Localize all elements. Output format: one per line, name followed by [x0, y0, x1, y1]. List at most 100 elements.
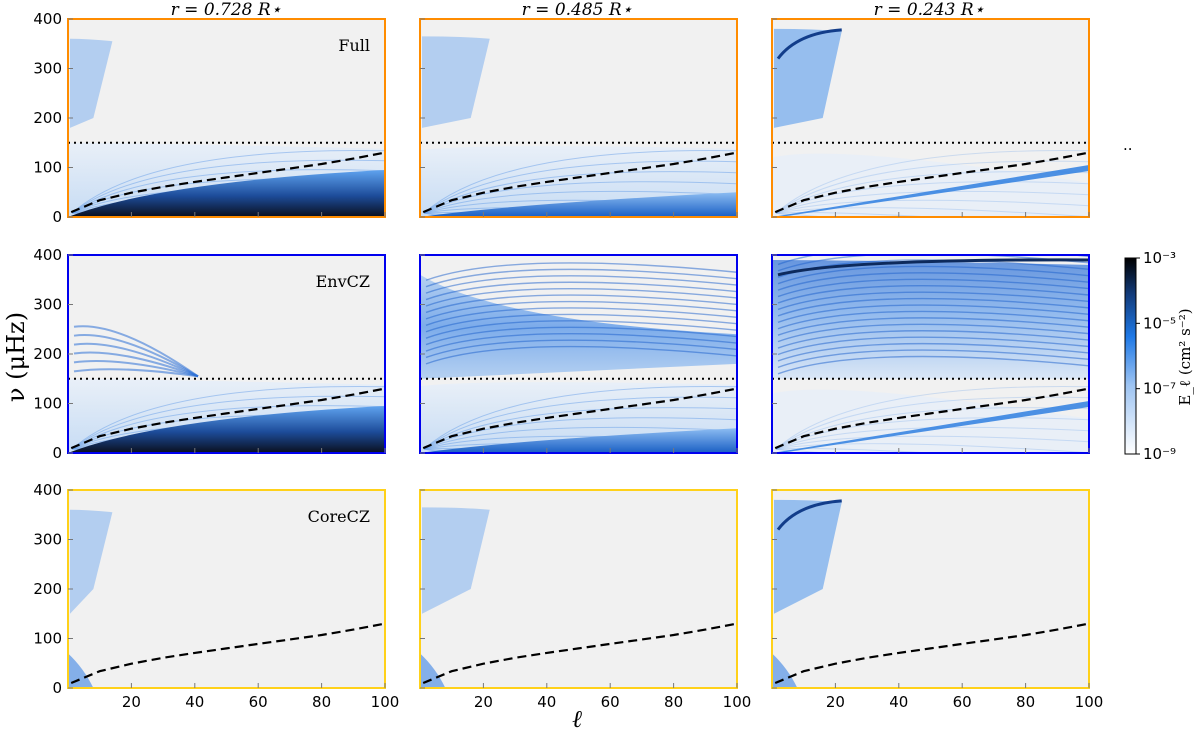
y-tick-label: 300 [33, 60, 62, 78]
mode-ridge [71, 386, 385, 450]
mode-ridge [775, 386, 1089, 450]
dashed-curve [70, 387, 385, 450]
mode-ridge [777, 330, 1089, 349]
y-tick-label: 0 [52, 679, 62, 697]
mode-ridge [777, 255, 1089, 266]
energy-wedge [68, 653, 94, 688]
x-tick-label: 80 [312, 693, 331, 711]
mode-ridge [425, 275, 737, 294]
mode-ridge [425, 300, 737, 320]
mode-ridge [71, 150, 385, 214]
y-axis-label: ν (μHz) [2, 312, 30, 402]
x-tick-label: 100 [723, 693, 752, 711]
x-tick-label: 100 [1075, 693, 1104, 711]
dashed-curve [422, 622, 737, 685]
panel-r2-c1: EnvCZ [67, 254, 386, 454]
x-tick-label: 20 [122, 693, 141, 711]
dashed-curve [422, 387, 737, 450]
panel-heatmap [420, 255, 737, 453]
mode-ridge [423, 150, 737, 214]
y-tick-label: 300 [33, 531, 62, 549]
mode-ridge [775, 181, 1089, 214]
mode-ridge [775, 396, 1089, 450]
mode-ridge [71, 395, 385, 450]
mode-ridge [775, 426, 1089, 450]
mode-ridge [777, 336, 1089, 356]
panel-r1-c2 [419, 18, 738, 218]
high-frequency-band [422, 36, 490, 128]
panel-heatmap [420, 19, 737, 217]
y-tick-labels: 0 100 200 300 400 0 100 200 300 400 0 100 200 300 400 [33, 10, 62, 697]
mode-ridge [425, 268, 737, 288]
mode-ridge [777, 278, 1089, 298]
dashed-curve [774, 387, 1089, 450]
energy-wedge [68, 405, 385, 453]
y-tick-label: 0 [52, 208, 62, 226]
panel-label-corecz: CoreCZ [308, 507, 370, 526]
mode-ridge [775, 212, 939, 217]
high-frequency-band [774, 28, 842, 128]
x-tick-label: 60 [601, 693, 620, 711]
mode-fan [772, 153, 1089, 217]
mode-ridge [423, 212, 450, 217]
mode-ridge [775, 435, 1089, 450]
dashed-curve [422, 151, 737, 214]
colorbar-gradient [1124, 257, 1137, 455]
mode-ridge [776, 499, 842, 531]
mode-ridge [425, 339, 737, 359]
mode-ridge [73, 325, 199, 378]
mode-ridge [776, 28, 842, 60]
mode-ridge [775, 448, 834, 453]
panel-heatmap [772, 19, 1089, 217]
mode-ridge [73, 334, 199, 378]
x-tick-label: 40 [537, 693, 556, 711]
column-title-2: r = 0.485 R⋆ [522, 0, 633, 20]
mode-ridge [777, 317, 1089, 336]
mode-ridge [775, 160, 1089, 214]
mode-ridge [775, 417, 1089, 450]
mode-ridge [777, 291, 1089, 311]
mode-ridge [775, 199, 1089, 214]
x-tick-label: 80 [664, 693, 683, 711]
energy-wedge [772, 401, 1089, 453]
x-tick-label: 20 [826, 693, 845, 711]
panel-r2-c2 [419, 254, 738, 454]
stray-marker: .. [1123, 136, 1133, 154]
x-tick-label: 40 [889, 693, 908, 711]
mode-ridge [777, 355, 1089, 375]
mode-ridge [423, 190, 737, 214]
mode-ridge [73, 351, 199, 378]
mode-ridge [775, 448, 939, 453]
x-tick-label: 20 [474, 693, 493, 711]
colorbar-tick-label: 10⁻⁵ [1143, 314, 1176, 332]
mode-ridge [71, 169, 385, 214]
y-tick-label: 400 [33, 10, 62, 28]
energy-wedge [68, 169, 385, 217]
mode-ridge [73, 368, 199, 378]
mode-ridge [775, 171, 1089, 214]
mode-ridge [777, 342, 1089, 362]
panel-label-envcz: EnvCZ [316, 272, 370, 291]
panel-heatmap [68, 490, 385, 688]
y-tick-label: 100 [33, 630, 62, 648]
colorbar: 10⁻³ 10⁻⁵ 10⁻⁷ 10⁻⁹ E_ℓ (cm² s⁻²) [1124, 249, 1194, 463]
energy-wedge [420, 428, 737, 453]
column-title-1: r = 0.728 R⋆ [171, 0, 282, 20]
y-tick-label: 200 [33, 580, 62, 598]
panel-r3-c2 [419, 489, 738, 689]
mode-ridge [423, 417, 737, 450]
x-tick-label: 60 [249, 693, 268, 711]
energy-wedge [772, 653, 798, 688]
mode-ridge [777, 349, 1089, 369]
y-tick-label: 100 [33, 395, 62, 413]
dashed-curve [774, 622, 1089, 685]
mode-ridge [425, 320, 737, 339]
mode-ridge [423, 181, 737, 214]
y-tick-label: 400 [33, 246, 62, 264]
mode-ridge [775, 212, 834, 217]
dashed-curve [70, 622, 385, 685]
colorbar-tick-label: 10⁻⁷ [1143, 380, 1176, 398]
mode-ridge [775, 443, 1089, 453]
